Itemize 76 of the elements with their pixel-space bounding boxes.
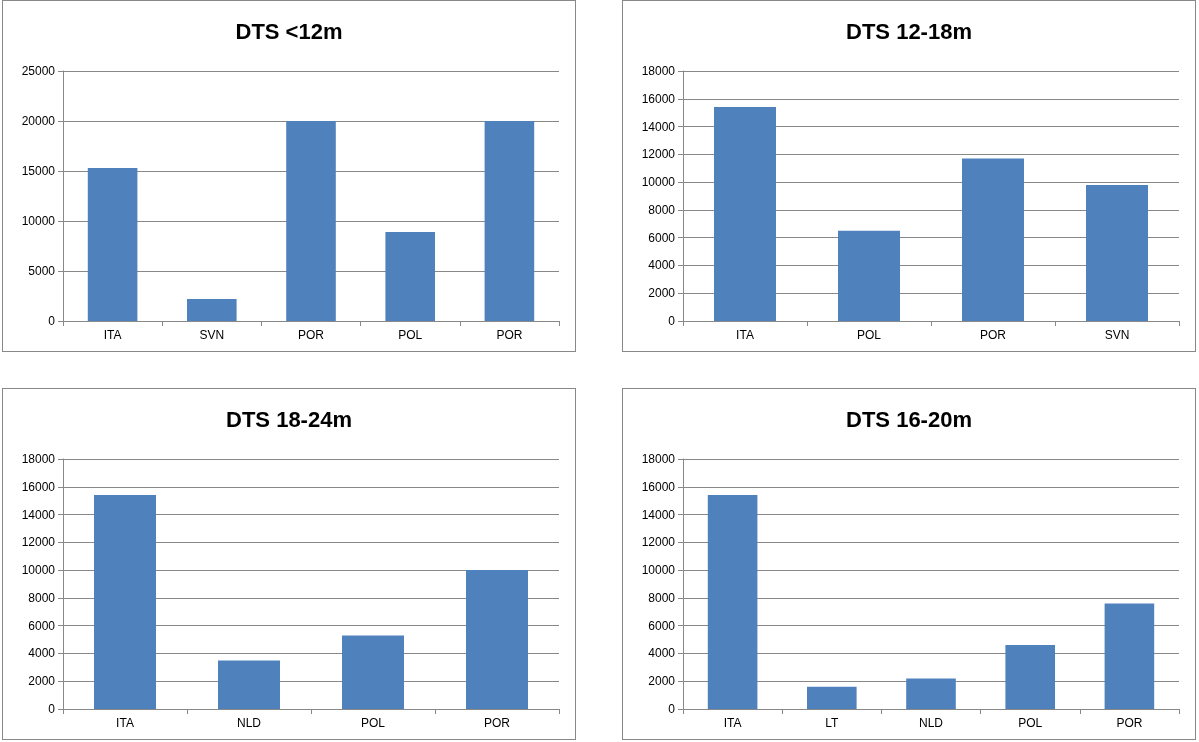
y-tick-label: 20000 — [21, 114, 56, 128]
bar — [1005, 645, 1055, 709]
y-tick-label: 12000 — [641, 535, 676, 550]
y-tick-label: 0 — [48, 314, 56, 328]
y-tick-label: 15000 — [21, 164, 56, 178]
y-tick-label: 25000 — [21, 64, 56, 78]
bar — [1104, 603, 1155, 709]
x-tick-label: LT — [825, 716, 840, 730]
x-tick-label: POL — [398, 328, 423, 342]
y-tick-label: 6000 — [648, 230, 676, 245]
chart-title: DTS 18-24m — [226, 406, 352, 432]
y-tick-label: 0 — [668, 702, 676, 716]
y-tick-label: 2000 — [648, 286, 676, 301]
bar — [1086, 184, 1148, 321]
y-tick-label: 8000 — [28, 590, 56, 605]
bar — [906, 678, 956, 709]
bar — [707, 495, 758, 709]
x-tick-label: POR — [979, 328, 1007, 342]
chart-title: DTS <12m — [235, 18, 343, 44]
bar — [94, 495, 156, 709]
y-tick-label: 12000 — [21, 535, 56, 550]
y-tick-label: 18000 — [641, 452, 676, 466]
chart-title: DTS 16-20m — [846, 406, 972, 432]
y-tick-label: 12000 — [641, 147, 676, 162]
bar — [218, 660, 280, 709]
bar — [385, 232, 435, 321]
x-tick-label: ITA — [736, 328, 754, 342]
y-tick-label: 0 — [668, 314, 676, 328]
y-tick-label: 6000 — [28, 618, 56, 633]
x-tick-label: POR — [483, 716, 511, 730]
y-tick-label: 18000 — [21, 452, 56, 466]
bar — [466, 570, 528, 709]
y-tick-label: 5000 — [28, 264, 56, 278]
x-tick-label: POL — [856, 328, 882, 342]
y-tick-label: 6000 — [648, 618, 676, 633]
y-tick-label: 0 — [48, 702, 56, 716]
y-tick-label: 10000 — [641, 175, 676, 190]
y-tick-label: 16000 — [21, 479, 56, 494]
x-tick-label: SVN — [199, 328, 225, 342]
bar — [838, 230, 900, 321]
y-tick-label: 2000 — [648, 674, 676, 689]
y-tick-label: 4000 — [648, 646, 676, 661]
y-tick-label: 14000 — [21, 507, 56, 522]
bar — [807, 686, 857, 709]
x-tick-label: ITA — [723, 716, 742, 730]
x-tick-label: POL — [360, 716, 386, 730]
bar — [187, 299, 237, 321]
y-tick-label: 4000 — [648, 258, 676, 273]
x-tick-label: POL — [1018, 716, 1043, 730]
y-tick-label: 10000 — [21, 563, 56, 578]
y-tick-label: 18000 — [641, 64, 676, 78]
bar — [342, 635, 404, 709]
y-tick-label: 16000 — [641, 479, 676, 494]
y-tick-label: 10000 — [21, 214, 56, 228]
x-tick-label: POR — [297, 328, 325, 342]
bar — [714, 107, 776, 321]
y-tick-label: 14000 — [641, 507, 676, 522]
x-tick-label: SVN — [1104, 328, 1130, 342]
bar — [87, 168, 138, 321]
y-tick-label: 8000 — [648, 202, 676, 217]
bar — [286, 121, 336, 321]
y-tick-label: 14000 — [641, 119, 676, 134]
y-tick-label: 4000 — [28, 646, 56, 661]
bar — [484, 121, 535, 321]
x-tick-label: POR — [1116, 716, 1143, 730]
chart-title: DTS 12-18m — [846, 18, 972, 44]
y-tick-label: 16000 — [641, 91, 676, 106]
x-tick-label: ITA — [103, 328, 122, 342]
y-tick-label: 2000 — [28, 674, 56, 689]
x-tick-label: NLD — [236, 716, 262, 730]
x-tick-label: NLD — [918, 716, 944, 730]
y-tick-label: 10000 — [641, 563, 676, 578]
bar — [962, 158, 1024, 321]
x-tick-label: POR — [496, 328, 523, 342]
y-tick-label: 8000 — [648, 590, 676, 605]
x-tick-label: ITA — [116, 716, 134, 730]
